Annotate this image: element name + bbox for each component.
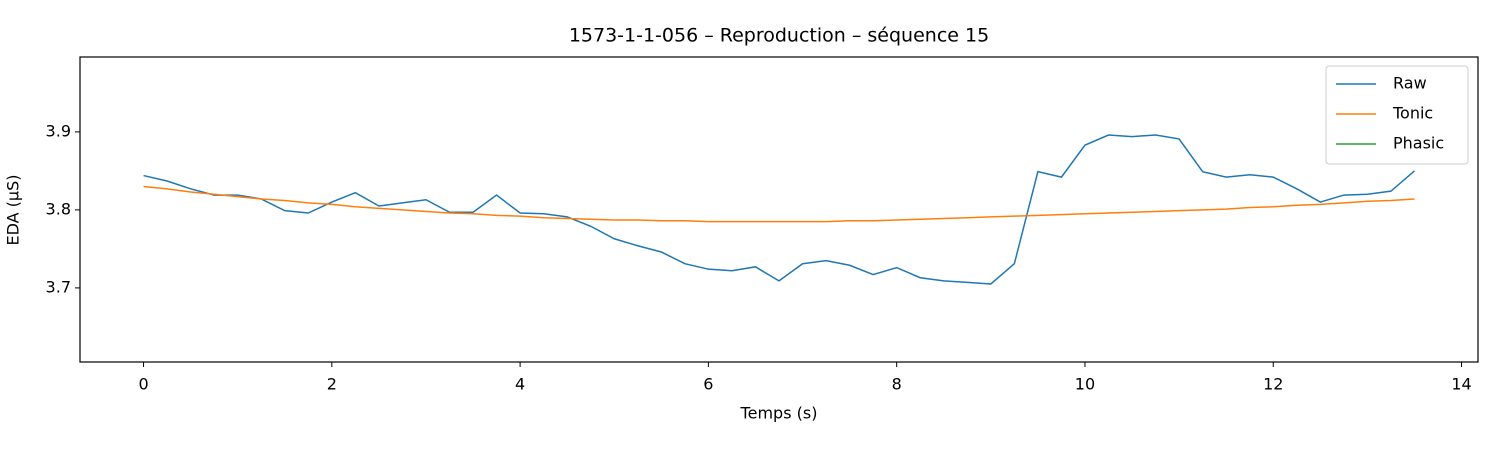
plot-frame — [79, 56, 1479, 363]
x-tick-label: 10 — [1075, 375, 1095, 394]
y-tick-label: 3.8 — [46, 199, 71, 218]
x-tick-label: 0 — [138, 375, 148, 394]
legend-label: Tonic — [1392, 104, 1433, 123]
x-tick-label: 8 — [892, 375, 902, 394]
x-tick-label: 14 — [1451, 375, 1471, 394]
legend-label: Phasic — [1393, 134, 1444, 153]
legend-label: Raw — [1393, 74, 1427, 93]
x-tick-label: 2 — [327, 375, 337, 394]
x-tick-label: 6 — [703, 375, 713, 394]
data-line — [143, 134, 1415, 285]
x-tick-label: 4 — [515, 375, 525, 394]
x-axis-label: Temps (s) — [740, 404, 818, 423]
chart-title: 1573-1-1-056 – Reproduction – séquence 1… — [569, 25, 989, 47]
y-axis-label: EDA (µS) — [4, 175, 23, 246]
legend-box — [1325, 65, 1469, 165]
x-tick-label: 12 — [1263, 375, 1283, 394]
data-line — [143, 185, 1415, 223]
y-tick-label: 3.7 — [46, 277, 71, 296]
y-tick-label: 3.9 — [46, 121, 71, 140]
